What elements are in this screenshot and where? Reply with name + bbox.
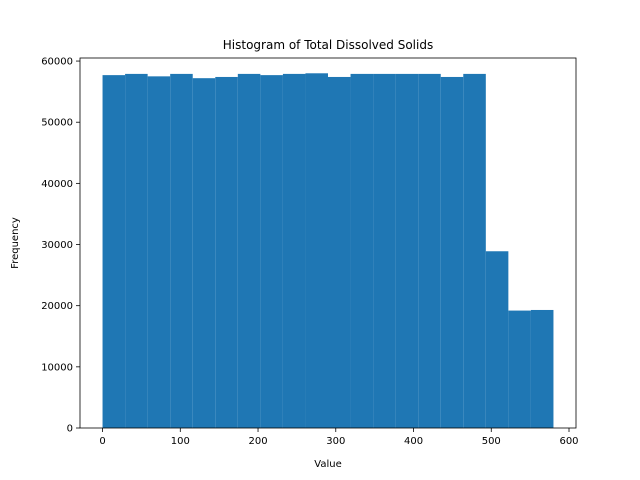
x-tick-label-4: 400 [404,436,423,447]
y-tick-label-3: 30000 [41,240,73,251]
y-tick-label-1: 10000 [41,362,73,373]
histogram-bar-13 [395,73,419,429]
x-tick-label-3: 300 [326,436,345,447]
histogram-bar-1 [125,73,148,429]
histogram-bar-3 [170,73,193,429]
y-tick-label-2: 20000 [41,301,73,312]
histogram-bar-12 [373,73,396,429]
y-tick-label-5: 50000 [41,118,73,129]
histogram-bar-18 [508,310,531,428]
y-tick-label-6: 60000 [41,57,73,68]
x-tick-label-0: 0 [99,436,105,447]
histogram-bar-10 [328,76,351,428]
histogram-bar-4 [192,78,216,428]
plot-frame [79,57,577,429]
histogram-bar-17 [485,251,509,428]
histogram-bar-2 [147,76,171,428]
x-axis-ticks: 0 100 200 300 400 500 600 [99,428,579,447]
x-tick-label-5: 500 [482,436,501,447]
histogram-bar-7 [260,75,283,429]
histogram-bar-15 [440,76,464,428]
bars-group [102,73,554,429]
histogram-bar-5 [215,76,238,428]
histogram-bar-6 [237,73,261,429]
histogram-bar-0 [102,75,126,429]
x-tick-label-1: 100 [171,436,190,447]
y-tick-label-4: 40000 [41,179,73,190]
histogram-bar-9 [305,73,328,429]
histogram-bar-14 [418,73,441,429]
histogram-bar-8 [282,73,306,429]
y-axis-ticks: 0 10000 20000 30000 40000 50000 60000 [41,57,80,435]
x-tick-label-6: 600 [559,436,578,447]
histogram-bar-19 [530,309,554,428]
chart-title: Histogram of Total Dissolved Solids [223,38,433,52]
x-tick-label-2: 200 [248,436,267,447]
y-tick-label-0: 0 [67,424,73,435]
histogram-bar-16 [463,73,486,429]
histogram-bar-11 [350,73,374,429]
x-axis-label: Value [314,459,341,470]
y-axis-label: Frequency [10,217,21,269]
